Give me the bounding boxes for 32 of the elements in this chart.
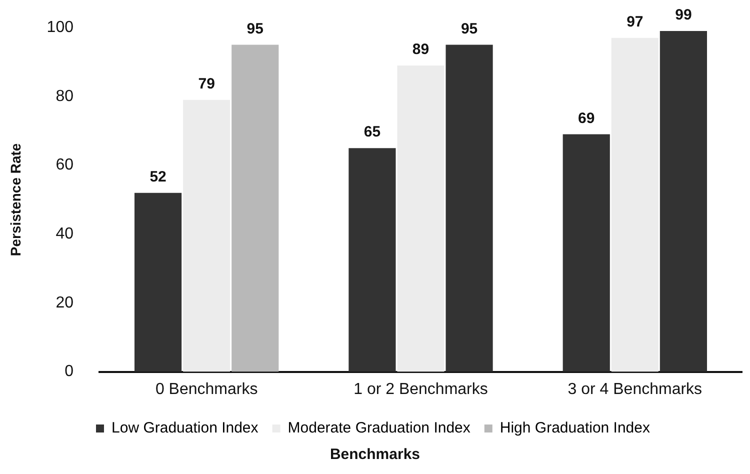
- bar: [446, 44, 493, 372]
- y-tick-label: 0: [64, 363, 74, 380]
- legend-label: Moderate Graduation Index: [288, 420, 471, 437]
- bar: [611, 38, 658, 372]
- legend-label: High Graduation Index: [500, 420, 650, 437]
- y-tick-label: 20: [56, 294, 74, 312]
- x-tick-label: 0 Benchmarks: [155, 380, 258, 398]
- data-label: 99: [675, 6, 692, 24]
- legend-label: Low Graduation Index: [112, 420, 259, 437]
- data-label: 79: [198, 76, 215, 93]
- data-label: 65: [364, 124, 381, 141]
- x-tick-label: 3 or 4 Benchmarks: [568, 380, 702, 398]
- bar: [397, 65, 444, 372]
- y-tick-label: 40: [56, 226, 74, 243]
- x-axis-title: Benchmarks: [328, 446, 422, 463]
- data-label: 95: [460, 20, 478, 38]
- bar: [232, 44, 279, 372]
- y-tick-label: 80: [56, 88, 74, 105]
- y-tick-label: 100: [46, 19, 74, 36]
- data-label: 69: [578, 110, 595, 127]
- bar: [562, 134, 610, 372]
- y-tick-label: 60: [56, 156, 74, 174]
- x-tick-label: 1 or 2 Benchmarks: [354, 380, 488, 398]
- bar: [134, 192, 182, 372]
- y-axis-title: Persistence Rate: [7, 143, 24, 256]
- bar: [660, 31, 708, 372]
- data-label: 52: [150, 168, 166, 186]
- bar: [348, 148, 396, 372]
- data-label: 97: [626, 14, 644, 31]
- bar: [183, 100, 230, 372]
- data-label: 95: [246, 20, 264, 38]
- data-label: 89: [412, 41, 430, 58]
